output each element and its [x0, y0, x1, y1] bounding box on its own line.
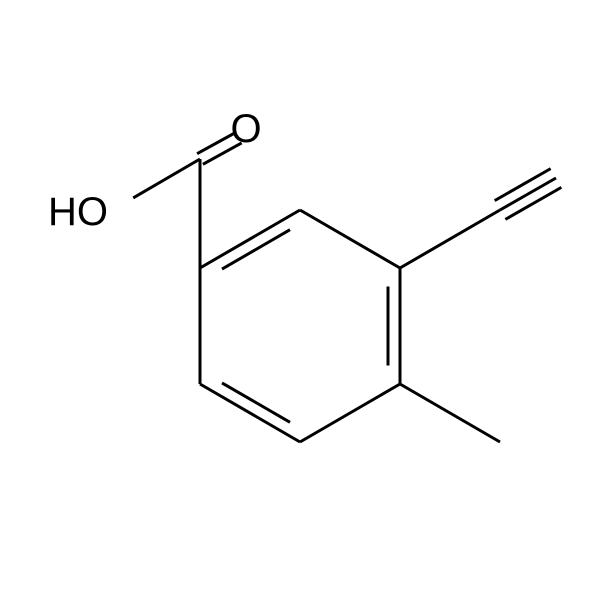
atom-label: O: [230, 107, 261, 151]
molecule-diagram: O HO: [0, 0, 600, 600]
atom-label: HO: [48, 190, 108, 234]
